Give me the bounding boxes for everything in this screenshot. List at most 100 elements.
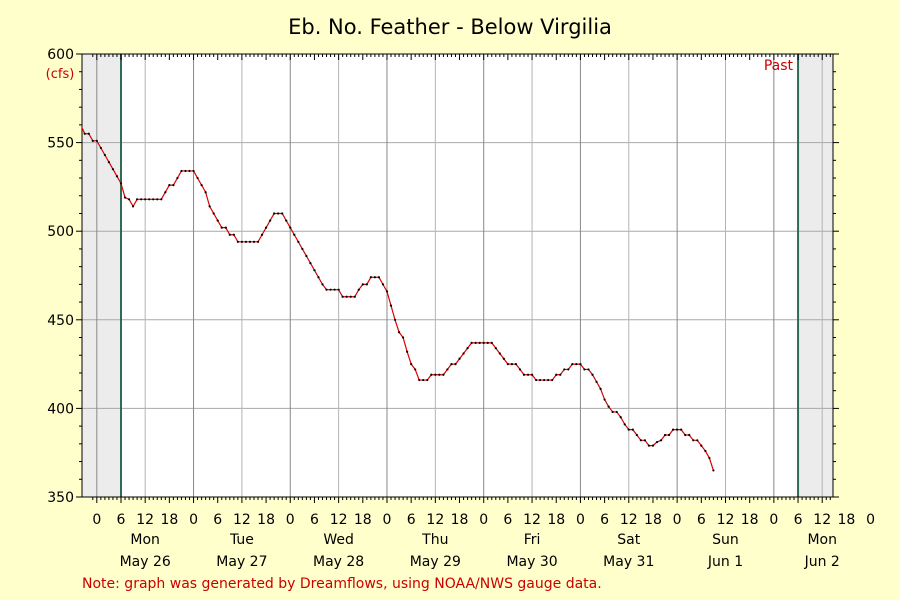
x-hour-tick-label: 18 [257, 512, 275, 528]
shaded-region-left [82, 54, 121, 497]
data-point [148, 198, 151, 201]
data-point [389, 304, 393, 307]
x-hour-tick-label: 18 [741, 512, 759, 528]
data-point [518, 368, 522, 371]
data-point [140, 198, 143, 201]
x-hour-tick-label: 0 [769, 512, 778, 528]
data-point [494, 347, 497, 350]
data-point [667, 433, 671, 437]
x-hour-tick-label: 0 [92, 512, 101, 528]
x-hour-tick-label: 12 [233, 512, 251, 528]
data-point [551, 378, 554, 382]
data-point [490, 341, 493, 344]
x-hour-tick-label: 6 [213, 512, 222, 528]
data-point [369, 276, 372, 279]
data-point [377, 276, 381, 279]
x-hour-tick-label: 18 [837, 512, 855, 528]
data-point [418, 378, 421, 382]
data-point [406, 350, 409, 353]
x-hour-tick-label: 0 [866, 512, 875, 528]
data-point [345, 295, 348, 298]
data-point [635, 433, 638, 437]
x-hour-tick-label: 6 [600, 512, 609, 528]
data-point [555, 373, 558, 376]
data-point [115, 175, 119, 178]
data-point [127, 198, 131, 201]
data-point [663, 433, 667, 437]
data-point [196, 176, 199, 180]
x-date-label: Jun 2 [804, 554, 840, 570]
data-point [478, 341, 481, 344]
data-point [712, 469, 715, 472]
x-hour-tick-label: 6 [794, 512, 803, 528]
x-hour-tick-label: 18 [644, 512, 662, 528]
data-point [611, 410, 614, 414]
data-point [297, 240, 300, 243]
x-hour-tick-label: 0 [189, 512, 198, 528]
data-point [599, 387, 602, 391]
data-point [708, 456, 711, 460]
data-point [530, 373, 534, 376]
data-point [627, 428, 630, 431]
data-point [321, 283, 324, 286]
data-point [83, 132, 86, 135]
x-hour-tick-label: 12 [620, 512, 638, 528]
data-point [498, 352, 501, 355]
data-point [220, 226, 223, 229]
x-hour-tick-label: 0 [479, 512, 488, 528]
data-point [232, 233, 235, 236]
data-point [91, 139, 94, 142]
x-hour-tick-label: 6 [697, 512, 706, 528]
data-point [236, 240, 239, 243]
data-point [426, 378, 429, 382]
data-point [462, 352, 465, 355]
data-point [224, 226, 227, 229]
data-point [595, 380, 598, 383]
x-day-label: Fri [524, 532, 541, 548]
data-point [700, 444, 703, 447]
data-point [111, 168, 115, 171]
data-point [341, 295, 344, 298]
x-hour-tick-label: 12 [136, 512, 154, 528]
y-tick-label: 500 [47, 224, 74, 240]
data-point [603, 398, 606, 401]
x-date-label: May 30 [506, 554, 557, 570]
x-day-label: Sun [712, 532, 739, 548]
x-hour-tick-label: 6 [310, 512, 319, 528]
data-point [365, 283, 368, 286]
x-date-label: May 29 [410, 554, 461, 570]
x-hour-tick-label: 6 [117, 512, 126, 528]
data-point [277, 212, 280, 215]
data-point [176, 176, 179, 180]
data-point [486, 341, 489, 344]
data-point [144, 198, 147, 201]
data-point [534, 378, 538, 382]
data-point [547, 378, 550, 382]
data-point [188, 169, 191, 173]
plot-frame [81, 53, 834, 498]
data-point [385, 290, 389, 293]
data-point [273, 212, 276, 215]
x-hour-tick-label: 18 [160, 512, 178, 528]
data-point [454, 363, 457, 366]
data-point [381, 283, 385, 286]
data-point [123, 196, 127, 199]
data-point [131, 205, 135, 208]
data-point [168, 184, 171, 187]
x-day-label: Mon [807, 532, 837, 548]
data-point [414, 368, 417, 371]
data-point [333, 288, 336, 291]
data-point [393, 318, 397, 321]
x-hour-tick-label: 18 [547, 512, 565, 528]
x-day-label: Wed [323, 532, 354, 548]
data-point [95, 139, 98, 142]
x-day-label: Sat [617, 532, 640, 548]
data-point [442, 373, 445, 376]
data-point [438, 373, 441, 376]
x-day-label: Tue [229, 532, 254, 548]
chart-title: Eb. No. Feather - Below Virgilia [288, 15, 612, 39]
data-point [361, 283, 364, 286]
data-point [482, 341, 485, 344]
data-point [264, 226, 268, 229]
data-point [647, 444, 651, 447]
